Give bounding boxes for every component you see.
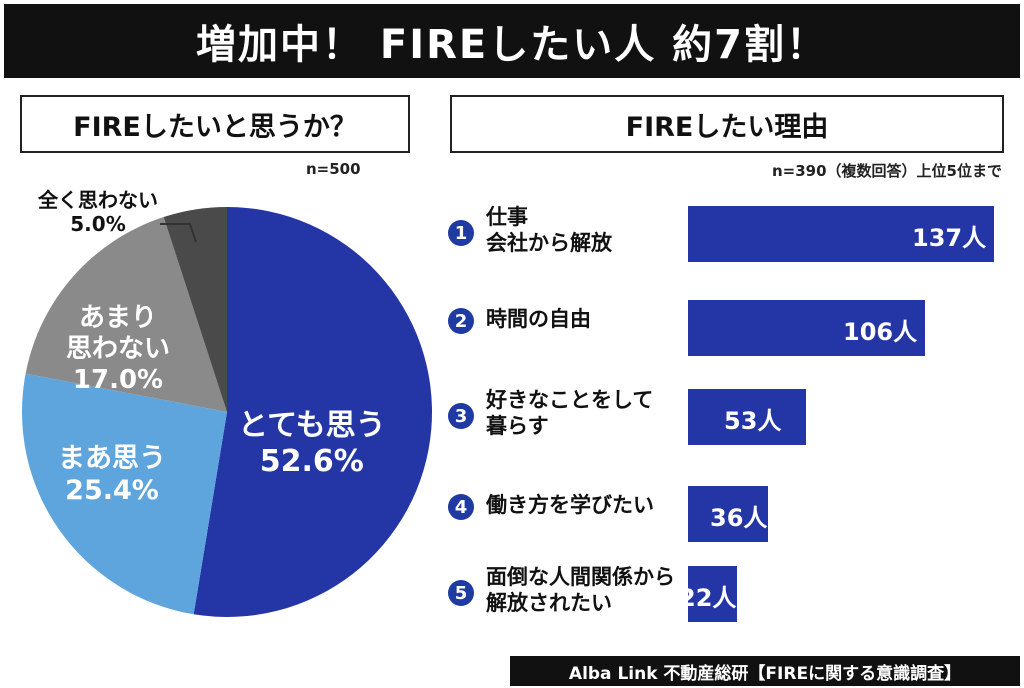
bar-category-line: 面倒な人間関係から — [486, 565, 675, 589]
bar-category-label: 面倒な人間関係から 解放されたい — [486, 564, 675, 617]
pie-slice-name: まあ思う — [58, 443, 166, 474]
bar-row: 4 働き方を学びたい 36人 — [448, 480, 1008, 550]
rank-badge: 5 — [448, 580, 474, 606]
pie-sample-size: n=500 — [306, 160, 361, 178]
pie-slice-percent: 25.4% — [65, 475, 159, 507]
bar — [688, 486, 768, 542]
page-title: 増加中！ FIREしたい人 約7割！ — [4, 4, 1020, 78]
bar — [688, 206, 994, 262]
pie-slice — [25, 217, 227, 412]
pie-slice-percent: 5.0% — [70, 212, 126, 236]
bar-category-line: 仕事 — [486, 205, 528, 229]
bar-panel-header: FIREしたい理由 — [450, 95, 1004, 153]
pie-slice-name-line1: あまり — [79, 303, 158, 333]
rank-badge: 1 — [448, 220, 474, 246]
bar-value-label: 106人 — [843, 318, 918, 346]
leader-line — [160, 223, 197, 243]
bar-value-label: 137人 — [912, 224, 987, 252]
bar-category-label: 仕事 会社から解放 — [486, 204, 612, 257]
bar-category-line: 好きなことをして — [486, 388, 654, 412]
rank-badge: 3 — [448, 403, 474, 429]
pie-label-not-at-all: 全く思わない 5.0% — [38, 188, 158, 236]
pie-slice-percent: 52.6% — [259, 444, 364, 479]
pie-slice — [163, 207, 227, 412]
bar-category-label: 働き方を学びたい — [486, 492, 654, 518]
bar — [688, 566, 737, 622]
bar-value-label: 53人 — [724, 407, 782, 435]
pie-slice — [21, 373, 228, 615]
bar-sample-size: n=390（複数回答）上位5位まで — [772, 162, 1002, 180]
pie-slice — [193, 207, 432, 617]
bar-value-label: 36人 — [710, 504, 768, 532]
bar-value-label: 22人 — [679, 584, 737, 612]
pie-slice-name: とても思う — [238, 408, 386, 443]
bar — [688, 300, 925, 356]
bar-row: 1 仕事 会社から解放 137人 — [448, 200, 1008, 270]
pie-label-not-much: あまり 思わない 17.0% — [66, 303, 170, 397]
rank-badge: 2 — [448, 308, 474, 334]
pie-panel-header: FIREしたいと思うか？ — [20, 95, 410, 153]
bar-row: 5 面倒な人間関係から 解放されたい 22人 — [448, 560, 1008, 630]
pie-label-somewhat: まあ思う 25.4% — [58, 443, 166, 508]
bar-category-line: 会社から解放 — [486, 231, 612, 256]
bar-category-label: 時間の自由 — [486, 306, 591, 332]
bar-row: 2 時間の自由 106人 — [448, 294, 1008, 364]
source-credit: Alba Link 不動産総研【FIREに関する意識調査】 — [510, 656, 1020, 686]
bar-category-line: 時間の自由 — [486, 307, 591, 331]
rank-badge: 4 — [448, 494, 474, 520]
bar-category-label: 好きなことをして 暮らす — [486, 387, 653, 440]
bar-category-line: 解放されたい — [486, 591, 612, 616]
bar — [688, 389, 806, 445]
pie-slice-percent: 17.0% — [72, 365, 164, 396]
pie-chart — [21, 207, 432, 617]
pie-slice-name-line2: 思わない — [66, 334, 171, 365]
pie-slice-name: 全く思わない — [38, 188, 158, 212]
pie-label-very-much: とても思う 52.6% — [238, 408, 386, 480]
bar-category-line: 暮らす — [486, 414, 549, 439]
bar-row: 3 好きなことをして 暮らす 53人 — [448, 383, 1008, 453]
bar-category-line: 働き方を学びたい — [486, 493, 654, 517]
